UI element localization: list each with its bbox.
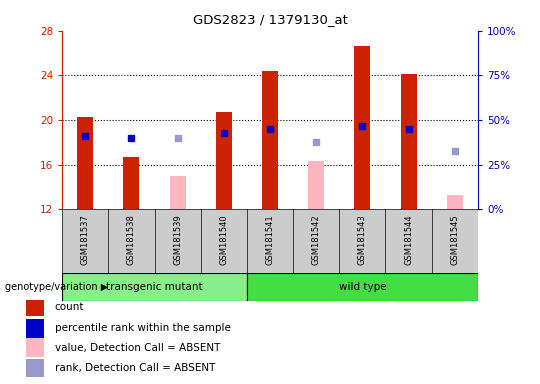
Text: genotype/variation ▶: genotype/variation ▶ — [5, 282, 109, 292]
Text: wild type: wild type — [339, 282, 386, 292]
Bar — [247, 273, 478, 301]
Bar — [26, 338, 44, 357]
Bar — [77, 117, 93, 209]
Text: transgenic mutant: transgenic mutant — [106, 282, 203, 292]
Text: GSM181544: GSM181544 — [404, 214, 413, 265]
Text: percentile rank within the sample: percentile rank within the sample — [55, 323, 231, 333]
Text: value, Detection Call = ABSENT: value, Detection Call = ABSENT — [55, 343, 220, 353]
Bar — [308, 161, 325, 209]
Text: GSM181541: GSM181541 — [266, 214, 274, 265]
Bar — [447, 195, 463, 209]
Text: GDS2823 / 1379130_at: GDS2823 / 1379130_at — [193, 13, 347, 26]
Bar — [26, 359, 44, 377]
Text: GSM181545: GSM181545 — [450, 214, 460, 265]
Bar — [354, 46, 370, 209]
Bar — [262, 71, 278, 209]
Bar — [123, 157, 139, 209]
Bar — [26, 298, 44, 316]
Bar — [170, 176, 186, 209]
Bar — [215, 112, 232, 209]
Text: GSM181538: GSM181538 — [127, 214, 136, 265]
Text: rank, Detection Call = ABSENT: rank, Detection Call = ABSENT — [55, 363, 215, 373]
Text: GSM181539: GSM181539 — [173, 214, 182, 265]
Bar — [26, 319, 44, 338]
Bar — [62, 273, 247, 301]
Bar — [401, 74, 417, 209]
Text: GSM181542: GSM181542 — [312, 214, 321, 265]
Text: GSM181543: GSM181543 — [358, 214, 367, 265]
Text: GSM181540: GSM181540 — [219, 214, 228, 265]
Text: count: count — [55, 302, 84, 312]
Text: GSM181537: GSM181537 — [80, 214, 90, 265]
